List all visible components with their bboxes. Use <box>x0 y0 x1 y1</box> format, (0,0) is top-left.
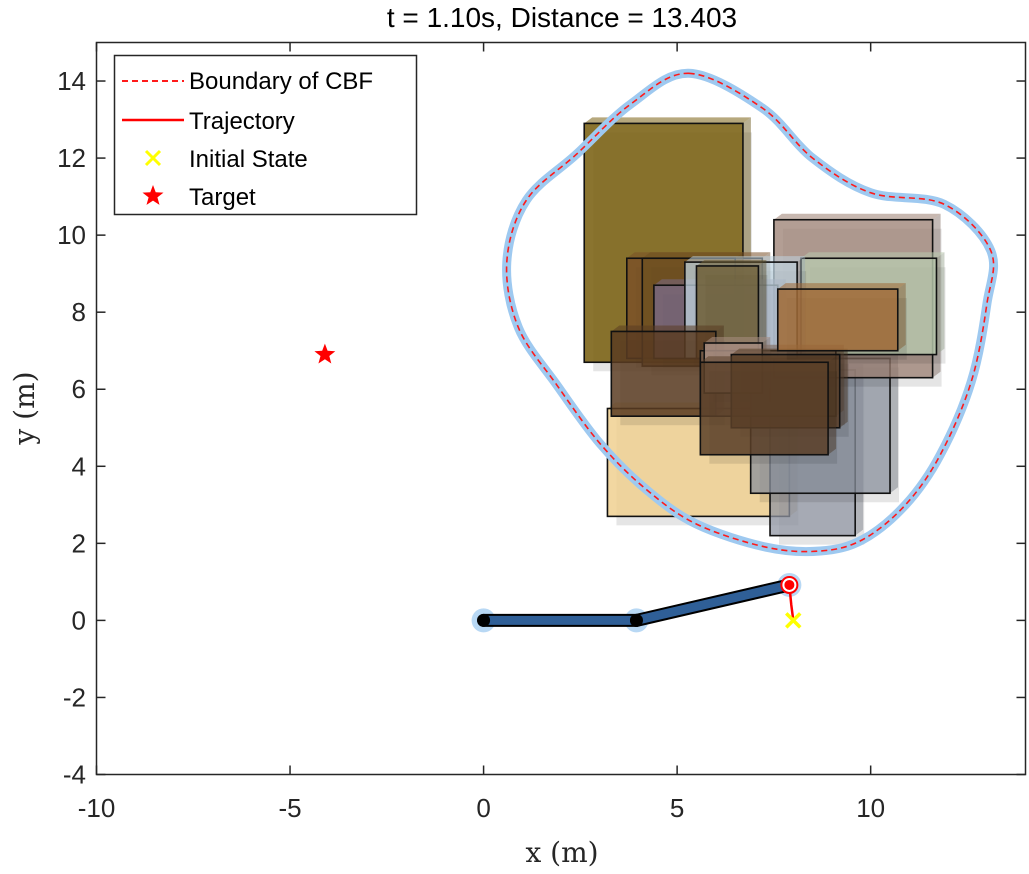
x-axis-label: x (m) <box>525 836 598 869</box>
obstacle-box <box>699 361 829 456</box>
x-tick-label: 10 <box>856 793 885 823</box>
obstacle-side-face <box>890 352 899 494</box>
obstacle-box <box>776 288 899 352</box>
obstacles-group <box>583 117 946 545</box>
cbf-boundary-dashed <box>505 72 995 553</box>
obstacle-top-face <box>800 252 945 259</box>
y-tick-label: 2 <box>72 528 86 558</box>
end-effector <box>784 579 795 590</box>
obstacle-side-face <box>897 283 906 351</box>
legend-label-initial-state: Initial State <box>189 146 308 173</box>
chart-title: t = 1.10s, Distance = 13.403 <box>387 2 737 33</box>
x-tick-label: 0 <box>476 793 490 823</box>
y-tick-label: -4 <box>63 760 86 790</box>
arm-link <box>631 580 794 625</box>
x-tick-label: -10 <box>78 793 116 823</box>
obstacle-top-face <box>584 117 751 124</box>
x-tick-label: -5 <box>278 793 301 823</box>
initial-state-marker <box>785 612 802 629</box>
obstacle-top-face <box>700 356 837 363</box>
obstacle-top-face <box>704 337 771 344</box>
legend: Boundary of CBF Trajectory Initial State… <box>113 54 418 216</box>
obstacle-side-face <box>828 356 837 455</box>
obstacle-top-face <box>773 213 941 220</box>
x-tick-label: 5 <box>670 793 684 823</box>
legend-swatch-initial-state <box>144 149 162 167</box>
cbf-boundary-group <box>502 68 999 557</box>
markers-group <box>314 343 802 629</box>
obstacle-top-face <box>696 259 767 266</box>
obstacle-side-face <box>758 259 767 359</box>
y-tick-label: 8 <box>72 297 86 327</box>
y-tick-label: 4 <box>72 451 86 481</box>
y-tick-label: -2 <box>63 682 86 712</box>
y-tick-label: 14 <box>57 66 86 96</box>
axes-frame <box>95 41 1027 776</box>
ticks-group: -10 -5 0 5 10 -4 -2 0 2 4 6 8 10 12 14 <box>57 42 1026 823</box>
target-marker <box>314 343 336 364</box>
arm-joint <box>629 613 643 627</box>
arm-joint <box>477 613 491 627</box>
legend-label-cbf: Boundary of CBF <box>189 68 373 95</box>
y-tick-label: 6 <box>72 374 86 404</box>
obstacle-top-face <box>611 325 724 332</box>
y-axis-label: y (m) <box>8 371 41 445</box>
y-tick-label: 10 <box>57 220 86 250</box>
obstacle-box <box>610 330 717 418</box>
obstacle-top-face <box>777 283 906 290</box>
obstacle-side-face <box>839 348 848 428</box>
arm-group <box>471 572 802 633</box>
legend-label-trajectory: Trajectory <box>189 108 295 135</box>
legend-swatch-target <box>142 185 164 205</box>
obstacle-side-face <box>936 252 945 355</box>
legend-label-target: Target <box>189 184 256 211</box>
y-tick-label: 0 <box>72 605 86 635</box>
y-tick-label: 12 <box>57 143 86 173</box>
